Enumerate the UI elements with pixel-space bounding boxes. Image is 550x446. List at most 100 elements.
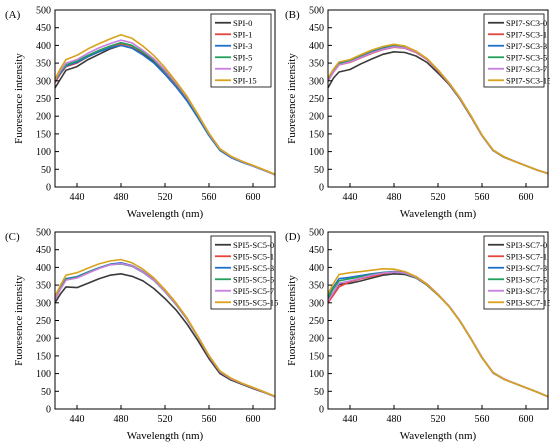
y-tick-label: 400 [36, 263, 51, 274]
y-tick-label: 200 [309, 112, 324, 123]
series-line-SPI3-SC7-15 [327, 268, 549, 398]
panel-label: (D) [285, 231, 301, 243]
y-tick-label: 150 [309, 351, 324, 362]
y-tick-label: 150 [36, 129, 51, 140]
legend-label: SPI7-SC3-7 [506, 64, 547, 74]
legend-label: SPI5-SC5-15 [233, 297, 278, 307]
legend-label: SPI-3 [233, 41, 252, 51]
legend-box [210, 13, 272, 88]
y-axis-label: Fuoresence intensity [13, 275, 25, 366]
y-tick-label: 0 [319, 183, 324, 194]
series-line-SPI5-SC5-15 [54, 258, 276, 398]
y-tick-label: 100 [36, 369, 51, 380]
x-axis-label: Wavelength (nm) [127, 208, 204, 220]
legend-label: SPI-0 [233, 18, 252, 28]
x-tick-label: 440 [70, 414, 85, 425]
legend-label: SPI5-SC5-3 [233, 263, 274, 273]
y-axis-label: Fuoresence intensity [286, 53, 298, 144]
y-tick-label: 450 [309, 23, 324, 34]
y-tick-label: 0 [46, 183, 51, 194]
panel-4: (D) 0 50 100 150 200 250 300 350 400 450 500 440 480 5… [285, 228, 550, 443]
x-tick-label: 560 [202, 192, 217, 203]
legend-label: SPI-1 [233, 29, 252, 39]
y-tick-label: 50 [41, 165, 51, 176]
x-tick-label: 440 [70, 192, 85, 203]
panel-3: (C) 0 50 100 150 200 250 300 350 400 450 500 440 480 5… [5, 228, 278, 443]
series-line-SPI-15 [54, 34, 276, 176]
series-lines [327, 268, 549, 398]
panel-label: (C) [5, 231, 20, 243]
x-tick-label: 520 [431, 192, 446, 203]
y-tick-label: 250 [309, 94, 324, 105]
y-tick-label: 350 [36, 59, 51, 70]
legend-label: SPI-15 [233, 75, 257, 85]
y-tick-label: 150 [36, 351, 51, 362]
x-tick-label: 560 [475, 414, 490, 425]
y-tick-label: 300 [309, 298, 324, 309]
y-tick-label: 500 [36, 228, 51, 239]
panel-label: (A) [5, 9, 21, 21]
x-tick-label: 480 [114, 192, 129, 203]
x-tick-label: 520 [158, 192, 173, 203]
x-tick-label: 560 [475, 192, 490, 203]
y-tick-label: 50 [314, 387, 324, 398]
legend-label: SPI3-SC7-5 [506, 274, 547, 284]
legend-label: SPI7-SC3-5 [506, 52, 547, 62]
legend-label: SPI-5 [233, 52, 252, 62]
series-line-SPI5-SC5-0 [54, 273, 276, 398]
x-tick-label: 520 [431, 414, 446, 425]
y-tick-label: 150 [309, 129, 324, 140]
x-tick-label: 560 [202, 414, 217, 425]
y-tick-label: 0 [46, 405, 51, 416]
legend-label: SPI7-SC3-15 [506, 75, 550, 85]
x-axis-label: Wavelength (nm) [127, 430, 204, 442]
y-tick-label: 250 [36, 316, 51, 327]
y-tick-label: 100 [309, 147, 324, 158]
x-tick-label: 480 [387, 414, 402, 425]
legend-label: SPI7-SC3-1 [506, 29, 547, 39]
legend-label: SPI3-SC7-15 [506, 297, 550, 307]
panel-2: (B) 0 50 100 150 200 250 300 350 400 450 500 440 480 5… [285, 6, 550, 221]
y-axis-label: Fuoresence intensity [286, 275, 298, 366]
series-line-SPI7-SC3-15 [327, 43, 549, 175]
legend-label: SPI5-SC5-7 [233, 286, 274, 296]
x-axis-label: Wavelength (nm) [400, 430, 477, 442]
x-tick-label: 480 [387, 192, 402, 203]
legend-box [483, 235, 545, 310]
x-tick-label: 600 [246, 414, 261, 425]
y-tick-label: 400 [309, 41, 324, 52]
y-tick-label: 450 [36, 245, 51, 256]
y-tick-label: 300 [36, 76, 51, 87]
y-tick-label: 200 [36, 112, 51, 123]
x-axis-label: Wavelength (nm) [400, 208, 477, 220]
y-tick-label: 500 [309, 6, 324, 17]
y-tick-label: 50 [41, 387, 51, 398]
y-tick-label: 400 [36, 41, 51, 52]
y-tick-label: 100 [309, 369, 324, 380]
legend-label: SPI7-SC3-0 [506, 18, 547, 28]
y-tick-label: 350 [309, 281, 324, 292]
y-tick-label: 500 [309, 228, 324, 239]
y-tick-label: 350 [309, 59, 324, 70]
y-tick-label: 200 [309, 334, 324, 345]
y-tick-label: 350 [36, 281, 51, 292]
y-tick-label: 100 [36, 147, 51, 158]
x-tick-label: 440 [343, 414, 358, 425]
y-tick-label: 250 [36, 94, 51, 105]
series-lines [54, 34, 276, 176]
x-tick-label: 600 [519, 192, 534, 203]
x-tick-label: 600 [519, 414, 534, 425]
y-tick-label: 400 [309, 263, 324, 274]
legend-label: SPI5-SC5-0 [233, 240, 274, 250]
legend-box [483, 13, 545, 88]
panel-label: (B) [285, 9, 300, 21]
x-tick-label: 480 [114, 414, 129, 425]
y-tick-label: 200 [36, 334, 51, 345]
legend-label: SPI3-SC7-1 [506, 251, 547, 261]
y-tick-label: 450 [36, 23, 51, 34]
y-tick-label: 500 [36, 6, 51, 17]
legend-label: SPI3-SC7-0 [506, 240, 547, 250]
y-tick-label: 250 [309, 316, 324, 327]
